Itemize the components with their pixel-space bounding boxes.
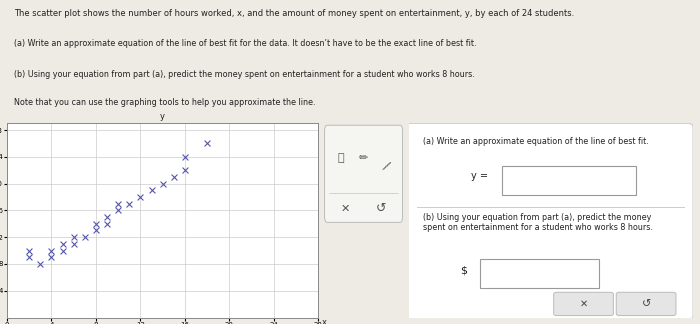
Point bbox=[113, 201, 124, 206]
Point bbox=[179, 154, 190, 159]
Text: $: $ bbox=[460, 266, 467, 276]
Point bbox=[113, 208, 124, 213]
FancyBboxPatch shape bbox=[503, 166, 636, 195]
FancyBboxPatch shape bbox=[554, 292, 613, 316]
Point bbox=[179, 168, 190, 173]
FancyBboxPatch shape bbox=[325, 125, 402, 222]
Point bbox=[146, 188, 158, 193]
Point bbox=[24, 255, 35, 260]
Text: ↺: ↺ bbox=[376, 202, 386, 215]
Text: ✏: ✏ bbox=[359, 153, 368, 163]
Text: Note that you can use the graphing tools to help you approximate the line.: Note that you can use the graphing tools… bbox=[14, 98, 316, 107]
Text: (b) Using your equation from part (a), predict the money
spent on entertainment : (b) Using your equation from part (a), p… bbox=[423, 213, 653, 232]
Point bbox=[68, 235, 79, 240]
Point bbox=[168, 174, 179, 179]
Point bbox=[24, 248, 35, 253]
Text: /: / bbox=[382, 159, 391, 173]
Point bbox=[35, 261, 46, 267]
Text: ✕: ✕ bbox=[341, 204, 351, 214]
Point bbox=[135, 194, 146, 200]
Text: ✕: ✕ bbox=[580, 299, 587, 309]
Point bbox=[90, 221, 101, 226]
FancyBboxPatch shape bbox=[616, 292, 676, 316]
Point bbox=[102, 221, 113, 226]
Text: (a) Write an approximate equation of the line of best fit for the data. It doesn: (a) Write an approximate equation of the… bbox=[14, 39, 477, 48]
Point bbox=[102, 214, 113, 220]
Text: ⬜: ⬜ bbox=[337, 153, 344, 163]
Point bbox=[124, 201, 135, 206]
Point bbox=[57, 241, 68, 247]
Text: y =: y = bbox=[471, 171, 488, 181]
Text: ↺: ↺ bbox=[641, 299, 651, 309]
Point bbox=[79, 235, 90, 240]
Point bbox=[202, 141, 213, 146]
Point bbox=[57, 248, 68, 253]
FancyBboxPatch shape bbox=[406, 123, 693, 319]
Point bbox=[90, 228, 101, 233]
Text: (a) Write an approximate equation of the line of best fit.: (a) Write an approximate equation of the… bbox=[423, 137, 649, 146]
Point bbox=[157, 181, 168, 186]
FancyBboxPatch shape bbox=[480, 259, 599, 288]
Text: The scatter plot shows the number of hours worked, x, and the amount of money sp: The scatter plot shows the number of hou… bbox=[14, 9, 574, 18]
Text: y: y bbox=[160, 112, 165, 122]
Point bbox=[68, 241, 79, 247]
Text: x: x bbox=[321, 318, 326, 324]
Point bbox=[46, 255, 57, 260]
Text: (b) Using your equation from part (a), predict the money spent on entertainment : (b) Using your equation from part (a), p… bbox=[14, 70, 475, 79]
Point bbox=[46, 248, 57, 253]
